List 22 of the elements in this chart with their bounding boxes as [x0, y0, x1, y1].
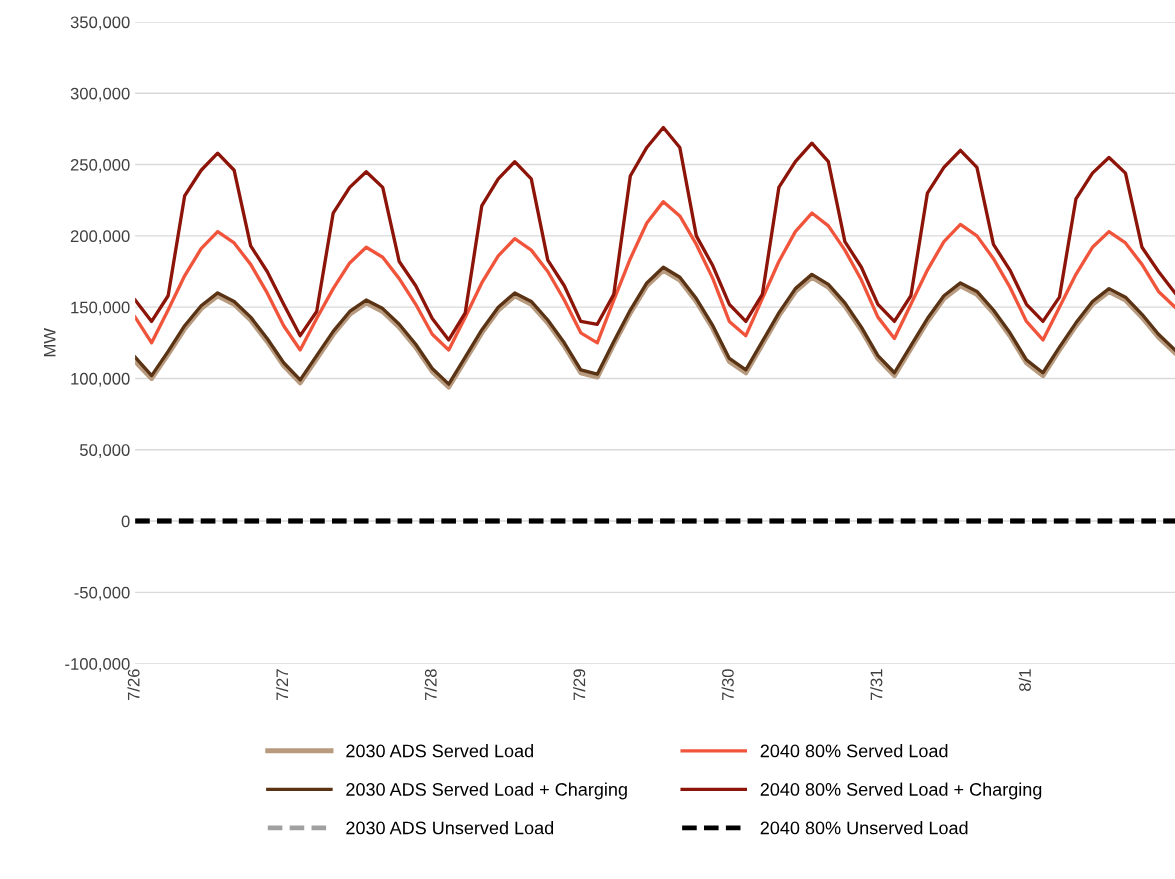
legend-label: 2040 80% Served Load: [760, 744, 948, 758]
legend-label: 2030 ADS Unserved Load: [346, 821, 554, 835]
x-tick-label: 7/31: [870, 669, 883, 701]
x-tick-label: 7/28: [424, 669, 437, 701]
x-tick-label: 7/30: [721, 669, 734, 701]
y-tick-label: 50,000: [79, 444, 130, 458]
y-axis-title: MW: [43, 328, 56, 357]
y-tick-label: 150,000: [71, 301, 130, 316]
y-tick-label: 300,000: [70, 87, 130, 102]
y-tick-label: 200,000: [70, 230, 130, 245]
legend-label: 2040 80% Unserved Load: [760, 821, 968, 835]
y-tick-label: 250,000: [70, 158, 130, 173]
y-tick-label: 350,000: [70, 16, 130, 31]
legend-label: 2030 ADS Served Load + Charging: [346, 782, 627, 800]
x-tick-label: 7/29: [573, 669, 586, 701]
y-tick-label: -50,000: [74, 586, 130, 601]
y-tick-label: 100,000: [71, 372, 130, 387]
legend-label: 2040 80% Served Load + Charging: [760, 782, 1042, 800]
y-tick-label: 0: [121, 515, 130, 528]
legend-label: 2030 ADS Served Load: [346, 744, 533, 758]
x-tick-label: 8/1: [1018, 669, 1031, 691]
x-tick-label: 7/27: [275, 669, 289, 701]
